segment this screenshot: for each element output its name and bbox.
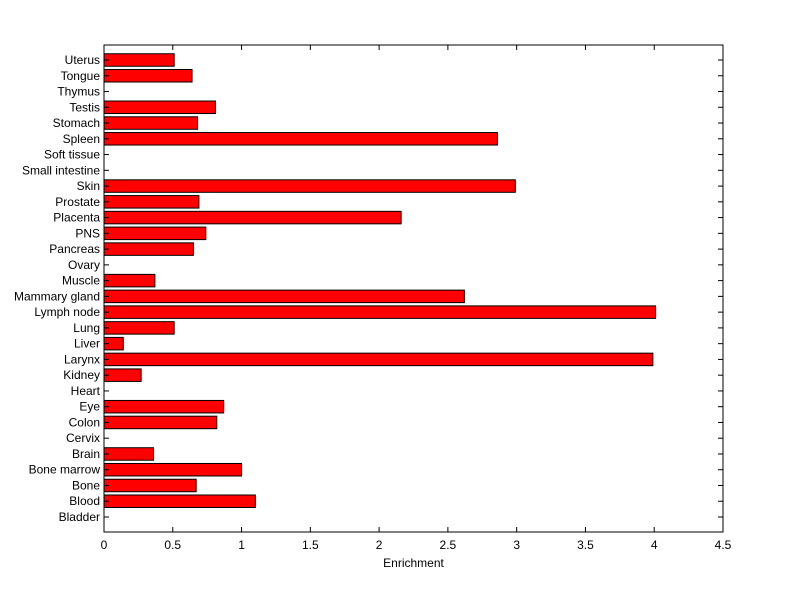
bar-19 [103, 210, 402, 225]
y-tick-label: Mammary gland [14, 289, 100, 303]
y-tick-label: Uterus [65, 53, 100, 67]
x-tick-label: 4.5 [715, 538, 732, 552]
y-tick-label: Colon [69, 415, 100, 429]
y-tick-label: Small intestine [22, 163, 100, 177]
y-tick-label: Bone [72, 478, 100, 492]
x-tick-label: 1.5 [302, 538, 319, 552]
y-tick-label: Ovary [68, 258, 100, 272]
y-tick-label: Blood [69, 494, 100, 508]
y-tick-label: Larynx [64, 352, 100, 366]
bar-10 [103, 352, 654, 367]
y-tick-label: Heart [71, 384, 101, 398]
x-tick-label: 1 [238, 538, 245, 552]
bar-25 [103, 116, 199, 130]
y-tick-label: Placenta [53, 211, 100, 225]
x-tick-label: 3.5 [577, 538, 594, 552]
bar-6 [103, 415, 218, 430]
y-tick-label: Stomach [53, 116, 100, 130]
bar-20 [103, 195, 200, 209]
bar-29 [103, 53, 175, 67]
bar-2 [103, 478, 197, 493]
y-tick-label: PNS [75, 226, 100, 240]
y-tick-label: Lung [73, 321, 100, 335]
y-tick-label: Skin [77, 179, 100, 193]
y-tick-label: Bladder [59, 510, 100, 524]
bar-12 [103, 321, 175, 335]
y-tick-label: Cervix [66, 431, 100, 445]
y-tick-label: Spleen [63, 132, 100, 146]
y-tick-label: Pancreas [49, 242, 100, 256]
y-tick-label: Brain [72, 447, 100, 461]
bar-4 [103, 447, 155, 461]
x-ticks-group: 0 0.5 1 1.5 2 2.5 3 3.5 4 4.5 [101, 45, 732, 552]
plot-frame [103, 44, 724, 533]
bar-3 [103, 462, 243, 477]
y-tick-label: Thymus [57, 85, 100, 99]
x-tick-label: 2.5 [440, 538, 457, 552]
plot-area [104, 45, 723, 532]
bar-9 [103, 368, 142, 382]
bar-13 [103, 305, 657, 319]
bar-1 [103, 494, 256, 508]
bar-15 [103, 273, 156, 288]
x-tick-label: 3 [513, 538, 520, 552]
y-tick-label: Liver [74, 337, 100, 351]
y-tick-label: Kidney [63, 368, 100, 382]
bar-28 [103, 69, 193, 83]
y-tick-label: Testis [69, 100, 100, 114]
bar-17 [103, 242, 194, 256]
y-tick-label: Bone marrow [29, 463, 101, 477]
bar-24 [103, 132, 498, 146]
y-tick-label: Soft tissue [44, 148, 100, 162]
x-tick-label: 0.5 [164, 538, 181, 552]
y-tick-label: Eye [79, 400, 100, 414]
x-axis-title: Enrichment [383, 556, 444, 570]
x-tick-label: 0 [101, 538, 108, 552]
y-tick-label: Lymph node [34, 305, 100, 319]
bar-14 [103, 289, 465, 304]
bar-18 [103, 226, 207, 241]
bar-26 [103, 100, 216, 115]
y-tick-label: Prostate [55, 195, 100, 209]
x-tick-label: 4 [651, 538, 658, 552]
bar-7 [103, 399, 225, 414]
x-tick-label: 2 [376, 538, 383, 552]
y-tick-label: Muscle [62, 274, 100, 288]
y-tick-label: Tongue [61, 69, 101, 83]
bar-21 [103, 179, 516, 193]
